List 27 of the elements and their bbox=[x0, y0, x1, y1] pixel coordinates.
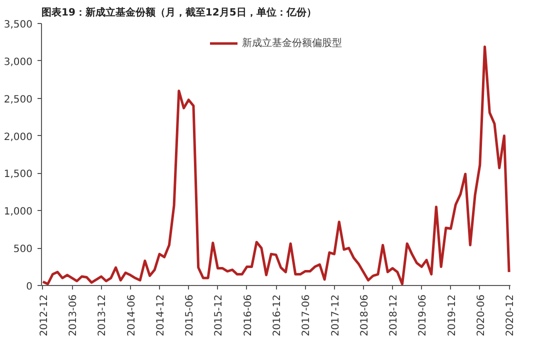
y-tick-label: 1,500 bbox=[4, 169, 33, 180]
y-tick-label: 2,500 bbox=[4, 94, 33, 106]
x-tick-label: 2014-12 bbox=[155, 294, 166, 336]
x-tick-label: 2019-06 bbox=[418, 294, 429, 336]
chart-title: 图表19：新成立基金份额（月，截至12月5日，单位：亿份） bbox=[42, 6, 316, 18]
x-tick-label: 2014-06 bbox=[126, 294, 138, 336]
y-tick-label: 500 bbox=[13, 244, 33, 256]
x-tick-label: 2017-12 bbox=[330, 294, 342, 336]
y-tick-label: 3,000 bbox=[4, 56, 33, 68]
y-tick-label: 0 bbox=[26, 282, 33, 292]
x-tick-label: 2018-06 bbox=[359, 294, 370, 336]
x-tick-label: 2019-12 bbox=[446, 294, 458, 336]
x-tick-label: 2013-06 bbox=[68, 294, 80, 336]
x-tick-label: 2017-06 bbox=[301, 294, 312, 336]
x-tick-label: 2012-12 bbox=[38, 294, 50, 336]
legend-label: 新成立基金份额偏股型 bbox=[242, 36, 342, 50]
x-tick-label: 2020-12 bbox=[505, 294, 516, 336]
x-tick-label: 2016-12 bbox=[272, 294, 283, 336]
x-tick-label: 2015-12 bbox=[214, 294, 225, 336]
y-tick-label: 2,000 bbox=[4, 132, 33, 143]
x-tick-label: 2018-12 bbox=[388, 294, 400, 336]
y-tick-label: 3,500 bbox=[4, 20, 33, 30]
x-tick-label: 2016-06 bbox=[242, 294, 254, 336]
y-tick-label: 1,000 bbox=[4, 206, 33, 218]
x-tick-label: 2020-06 bbox=[476, 294, 487, 336]
x-tick-label: 2015-06 bbox=[184, 294, 196, 336]
x-tick-label: 2013-12 bbox=[97, 294, 108, 336]
